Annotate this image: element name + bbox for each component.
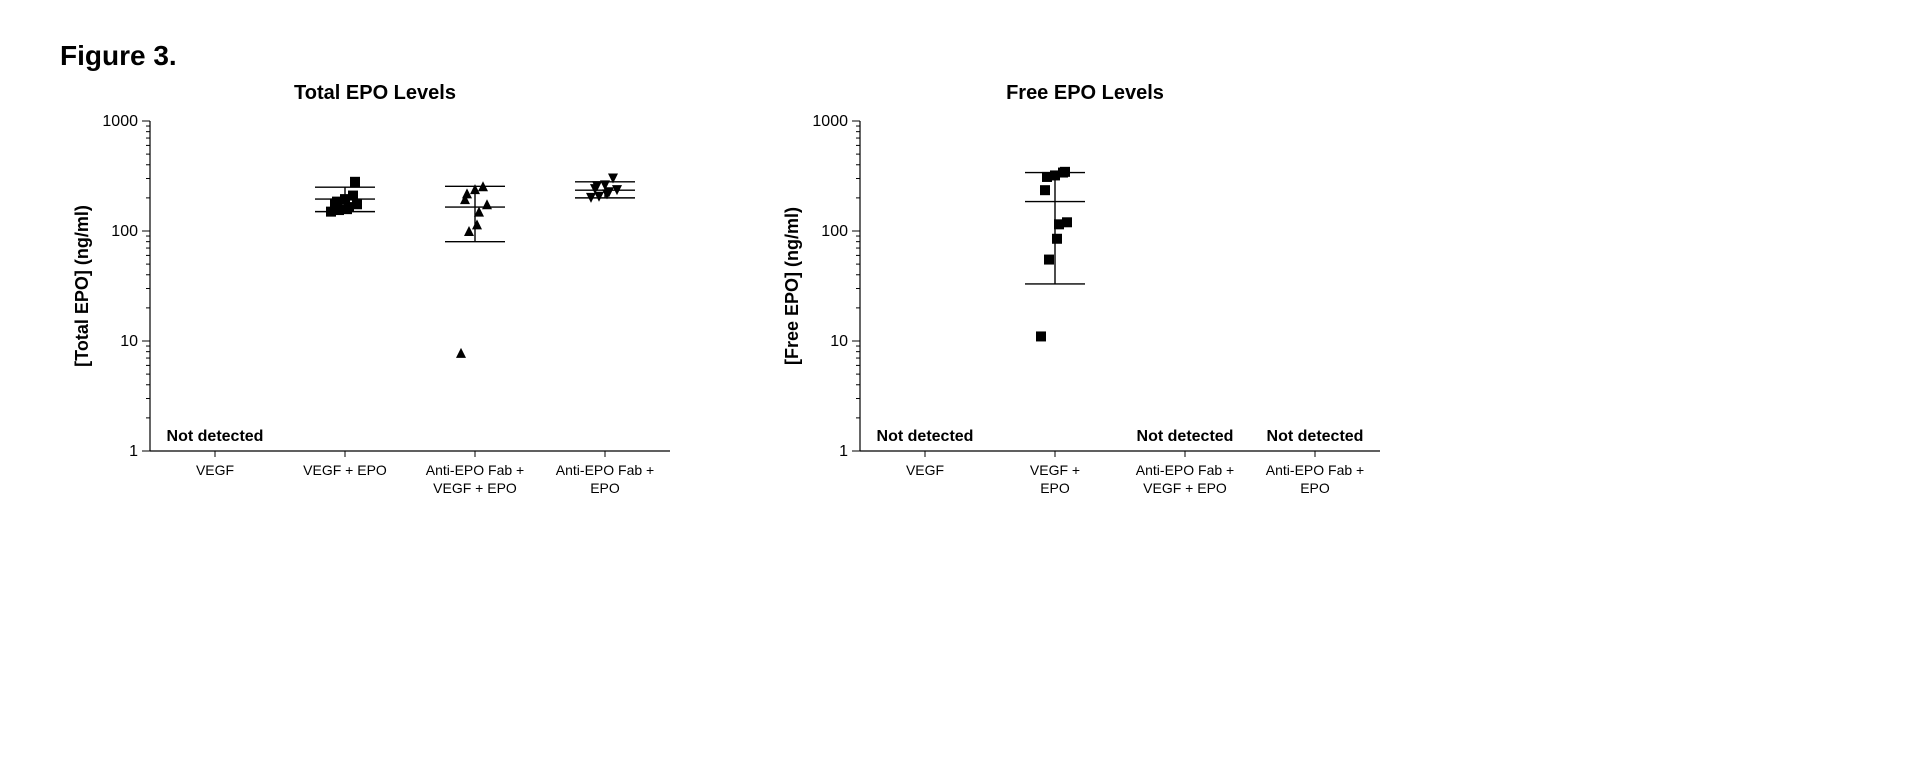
- data-point: [1062, 217, 1072, 227]
- svg-text:1000: 1000: [812, 113, 848, 130]
- svg-text:1: 1: [129, 443, 138, 460]
- svg-text:[Free EPO] (ng/ml): [Free EPO] (ng/ml): [782, 207, 802, 365]
- svg-text:Not detected: Not detected: [877, 428, 974, 445]
- svg-text:Not detected: Not detected: [167, 428, 264, 445]
- data-point: [464, 226, 474, 236]
- figure-label: Figure 3.: [60, 40, 1850, 72]
- svg-text:100: 100: [821, 223, 848, 240]
- data-point: [1044, 255, 1054, 265]
- chart-1: Free EPO Levels 1 10 100 1000 [Free EPO] (ng/…: [770, 82, 1400, 531]
- svg-text:EPO: EPO: [590, 480, 620, 496]
- data-point: [1040, 185, 1050, 195]
- svg-text:VEGF +: VEGF +: [1030, 462, 1080, 478]
- svg-text:1000: 1000: [102, 113, 138, 130]
- data-point: [348, 191, 358, 201]
- svg-text:EPO: EPO: [1040, 480, 1070, 496]
- svg-text:VEGF + EPO: VEGF + EPO: [1143, 480, 1227, 496]
- data-point: [1060, 167, 1070, 177]
- svg-text:10: 10: [120, 333, 138, 350]
- data-point: [472, 219, 482, 229]
- svg-text:VEGF: VEGF: [196, 462, 234, 478]
- svg-text:Anti-EPO Fab +: Anti-EPO Fab +: [1266, 462, 1364, 478]
- chart-0: Total EPO Levels 1 10 100 1000 [Total EPO] (n…: [60, 82, 690, 531]
- data-point: [352, 199, 362, 209]
- svg-text:Not detected: Not detected: [1267, 428, 1364, 445]
- svg-text:Anti-EPO Fab +: Anti-EPO Fab +: [1136, 462, 1234, 478]
- data-point: [482, 199, 492, 209]
- data-point: [1036, 331, 1046, 341]
- svg-text:Anti-EPO Fab +: Anti-EPO Fab +: [556, 462, 654, 478]
- charts-row: Total EPO Levels 1 10 100 1000 [Total EPO] (n…: [60, 82, 1850, 531]
- data-point: [350, 177, 360, 187]
- svg-text:10: 10: [830, 333, 848, 350]
- svg-text:1: 1: [839, 443, 848, 460]
- data-point: [456, 348, 466, 358]
- svg-text:VEGF + EPO: VEGF + EPO: [303, 462, 387, 478]
- chart-title: Total EPO Levels: [60, 82, 690, 105]
- chart-title: Free EPO Levels: [770, 82, 1400, 105]
- svg-text:EPO: EPO: [1300, 480, 1330, 496]
- svg-text:VEGF + EPO: VEGF + EPO: [433, 480, 517, 496]
- svg-text:VEGF: VEGF: [906, 462, 944, 478]
- data-point: [1052, 234, 1062, 244]
- svg-text:Not detected: Not detected: [1137, 428, 1234, 445]
- data-point: [594, 192, 604, 202]
- svg-text:Anti-EPO Fab +: Anti-EPO Fab +: [426, 462, 524, 478]
- svg-text:100: 100: [111, 223, 138, 240]
- svg-text:[Total EPO] (ng/ml): [Total EPO] (ng/ml): [72, 205, 92, 367]
